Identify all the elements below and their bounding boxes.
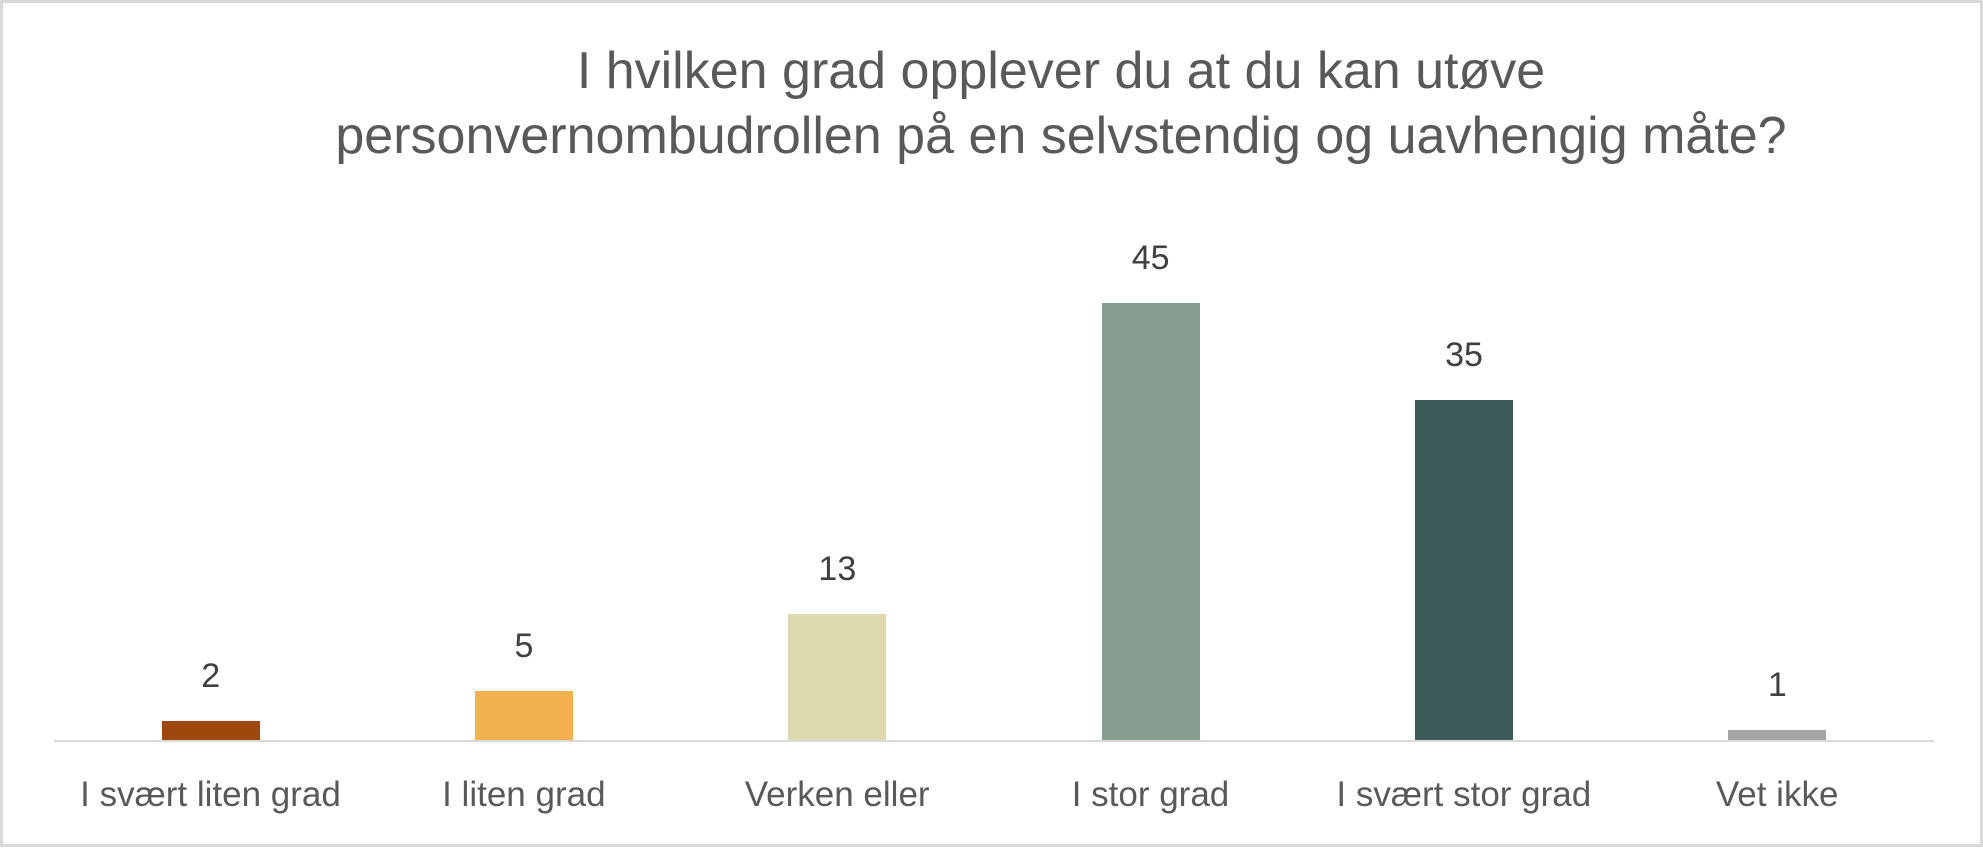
- data-label: 45: [1131, 239, 1170, 277]
- data-label: 1: [1767, 666, 1787, 704]
- data-label: 2: [201, 657, 221, 695]
- category-label: I svært liten grad: [80, 775, 341, 814]
- category-label: Verken eller: [744, 775, 930, 814]
- category-label: I stor grad: [1071, 775, 1230, 814]
- data-label: 5: [514, 627, 534, 665]
- bar-i-liten-grad: [475, 691, 573, 740]
- plot-area: 2 5 13 45 35 1 I svært liten grad I lite…: [3, 3, 1983, 850]
- category-label: I liten grad: [442, 775, 606, 814]
- bar-i-svaert-stor-grad: [1415, 400, 1513, 740]
- bar-i-svaert-liten-grad: [161, 721, 260, 740]
- bar-i-stor-grad: [1101, 303, 1200, 740]
- bar-verken-eller: [788, 614, 887, 740]
- x-axis-line: [54, 740, 1934, 742]
- bar-vet-ikke: [1728, 730, 1827, 740]
- data-label: 13: [818, 550, 857, 588]
- data-label: 35: [1445, 336, 1483, 374]
- category-label: Vet ikke: [1715, 775, 1839, 814]
- category-label: I svært stor grad: [1336, 775, 1592, 814]
